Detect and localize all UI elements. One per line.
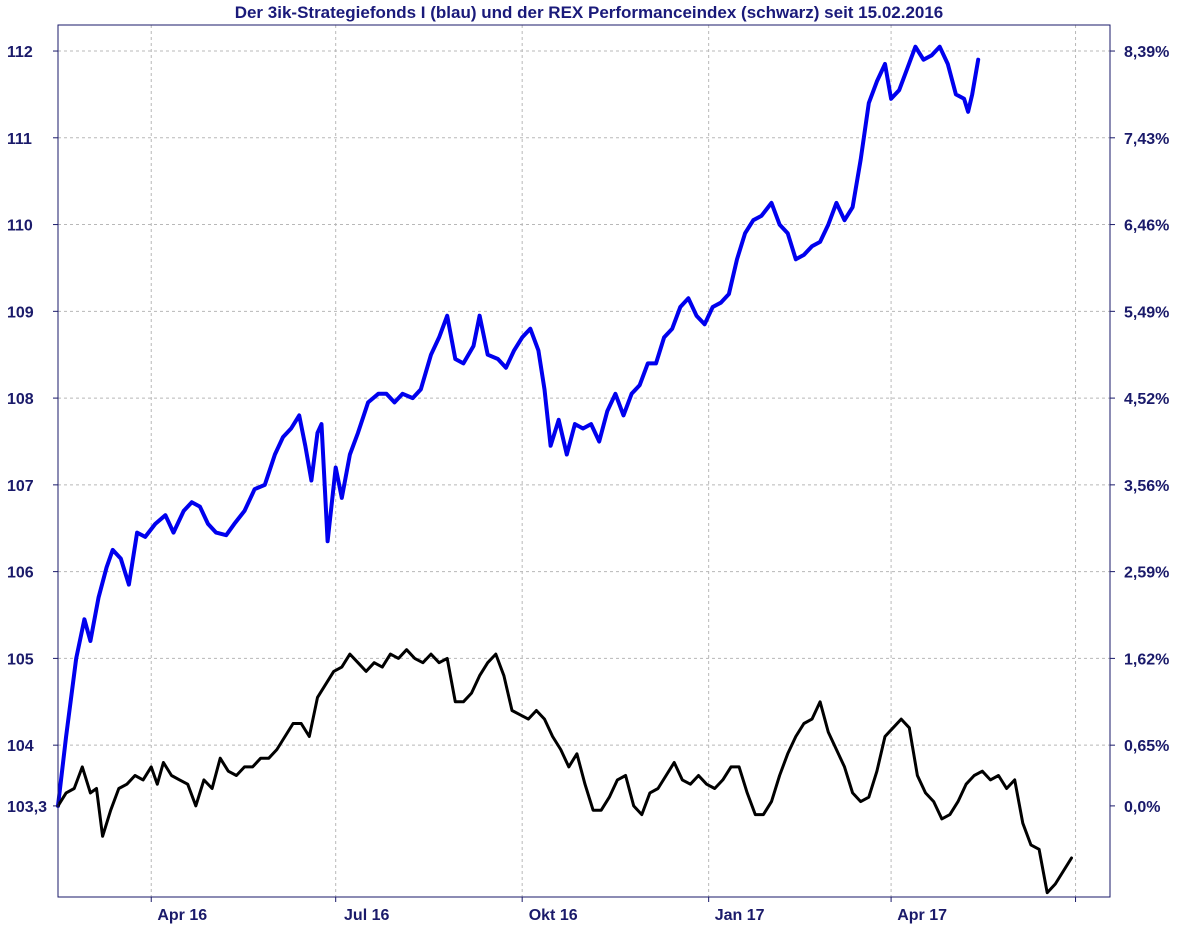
y-tick-label-right: 6,46%	[1124, 218, 1169, 235]
y-tick-label-right: 0,65%	[1124, 738, 1169, 755]
y-tick-label-left: 108	[7, 391, 34, 408]
y-tick-label-right: 0,0%	[1124, 799, 1160, 816]
x-tick-label: Apr 17	[897, 907, 947, 924]
x-tick-label: Jul 16	[344, 907, 389, 924]
y-tick-label-left: 103,3	[7, 799, 47, 816]
y-tick-label-left: 106	[7, 565, 34, 582]
y-tick-label-left: 105	[7, 651, 34, 668]
y-tick-label-left: 112	[7, 44, 33, 61]
x-tick-label: Jan 17	[715, 907, 765, 924]
y-tick-label-right: 4,52%	[1124, 391, 1169, 408]
series-lines	[56, 44, 1073, 895]
series-line-black	[56, 648, 1073, 895]
axes: 103,3 104 105 106 107 108 109 110 111 112 0,0% 0,65…	[7, 44, 1169, 924]
y-tick-label-left: 109	[7, 304, 34, 321]
y-tick-label-left: 111	[7, 131, 32, 148]
plot-frame	[57, 24, 1111, 898]
chart-title: Der 3ik-Strategiefonds I (blau) und der …	[235, 3, 944, 22]
y-tick-label-right: 8,39%	[1124, 44, 1169, 61]
y-tick-label-right: 3,56%	[1124, 478, 1169, 495]
y-tick-label-left: 104	[7, 738, 34, 755]
series-line-blue	[56, 44, 981, 808]
y-tick-label-right: 7,43%	[1124, 131, 1169, 148]
x-tick-label: Okt 16	[529, 907, 578, 924]
y-tick-label-left: 110	[7, 218, 33, 235]
y-tick-label-right: 5,49%	[1124, 304, 1169, 321]
gridlines	[58, 25, 1110, 897]
x-tick-label: Apr 16	[157, 907, 207, 924]
y-tick-label-right: 2,59%	[1124, 565, 1169, 582]
y-tick-label-right: 1,62%	[1124, 651, 1169, 668]
y-tick-label-left: 107	[7, 478, 34, 495]
